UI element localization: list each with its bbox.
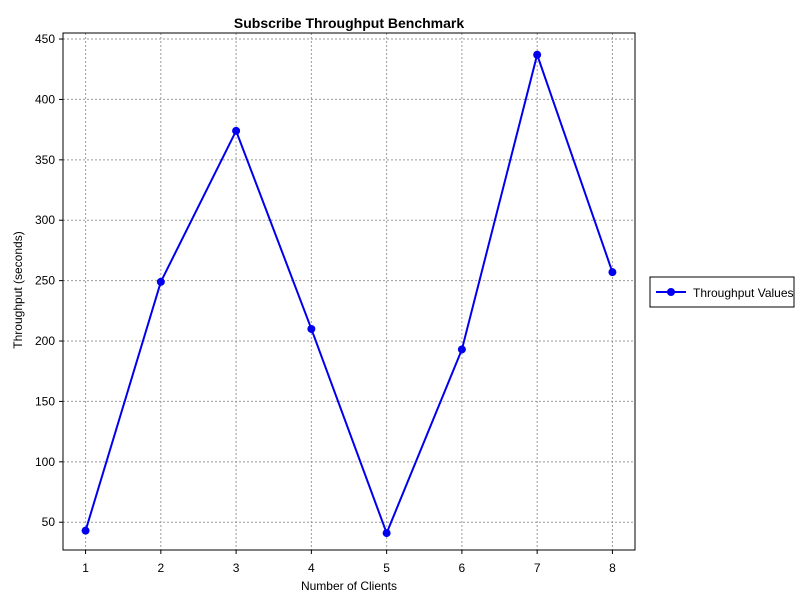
data-point bbox=[156, 277, 165, 286]
x-tick-label: 6 bbox=[459, 561, 466, 575]
x-tick-label: 5 bbox=[383, 561, 390, 575]
x-tick-label: 2 bbox=[157, 561, 164, 575]
y-tick-label: 100 bbox=[35, 455, 55, 469]
axis-ticks: 1 2 3 4 5 6 7 8 50 100 150 200 250 300 350 400 450 bbox=[35, 32, 616, 575]
series-layer bbox=[81, 50, 617, 538]
y-tick-label: 200 bbox=[35, 334, 55, 348]
grid bbox=[63, 33, 635, 550]
y-tick-label: 250 bbox=[35, 274, 55, 288]
x-axis-label: Number of Clients bbox=[301, 579, 397, 593]
data-point bbox=[382, 529, 391, 538]
data-point bbox=[608, 268, 617, 277]
y-tick-label: 450 bbox=[35, 32, 55, 46]
x-tick-label: 3 bbox=[233, 561, 240, 575]
x-tick-label: 8 bbox=[609, 561, 616, 575]
data-point bbox=[533, 50, 542, 59]
x-tick-label: 1 bbox=[82, 561, 89, 575]
x-tick-label: 4 bbox=[308, 561, 315, 575]
data-point bbox=[307, 324, 316, 333]
plot-area bbox=[62, 32, 636, 551]
legend-label: Throughput Values bbox=[693, 286, 794, 300]
data-point bbox=[457, 345, 466, 354]
y-tick-label: 150 bbox=[35, 394, 55, 408]
y-tick-label: 350 bbox=[35, 153, 55, 167]
chart-title: Subscribe Throughput Benchmark bbox=[234, 15, 464, 31]
legend: Throughput Values bbox=[649, 276, 795, 308]
y-axis-label: Throughput (seconds) bbox=[11, 231, 25, 348]
y-tick-label: 300 bbox=[35, 213, 55, 227]
data-point bbox=[81, 526, 90, 535]
y-tick-label: 400 bbox=[35, 92, 55, 106]
y-tick-label: 50 bbox=[42, 515, 56, 529]
x-tick-label: 7 bbox=[534, 561, 541, 575]
data-point bbox=[232, 126, 241, 135]
series-line bbox=[84, 51, 614, 536]
legend-marker bbox=[667, 288, 675, 296]
